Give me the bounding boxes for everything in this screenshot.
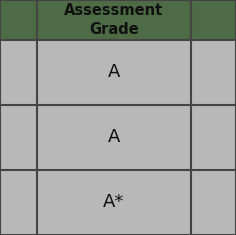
Bar <box>191 40 236 105</box>
Bar <box>191 170 236 235</box>
Bar <box>37 170 191 235</box>
Text: Assessment
Grade: Assessment Grade <box>64 3 164 37</box>
Bar <box>37 40 191 105</box>
Text: A: A <box>108 63 120 82</box>
Bar <box>0 170 37 235</box>
Bar <box>37 0 191 40</box>
Text: A*: A* <box>103 193 125 212</box>
Bar <box>0 0 37 40</box>
Bar <box>37 105 191 170</box>
Bar <box>0 40 37 105</box>
Bar <box>191 0 236 40</box>
Bar <box>191 105 236 170</box>
Text: A: A <box>108 129 120 146</box>
Bar <box>0 105 37 170</box>
